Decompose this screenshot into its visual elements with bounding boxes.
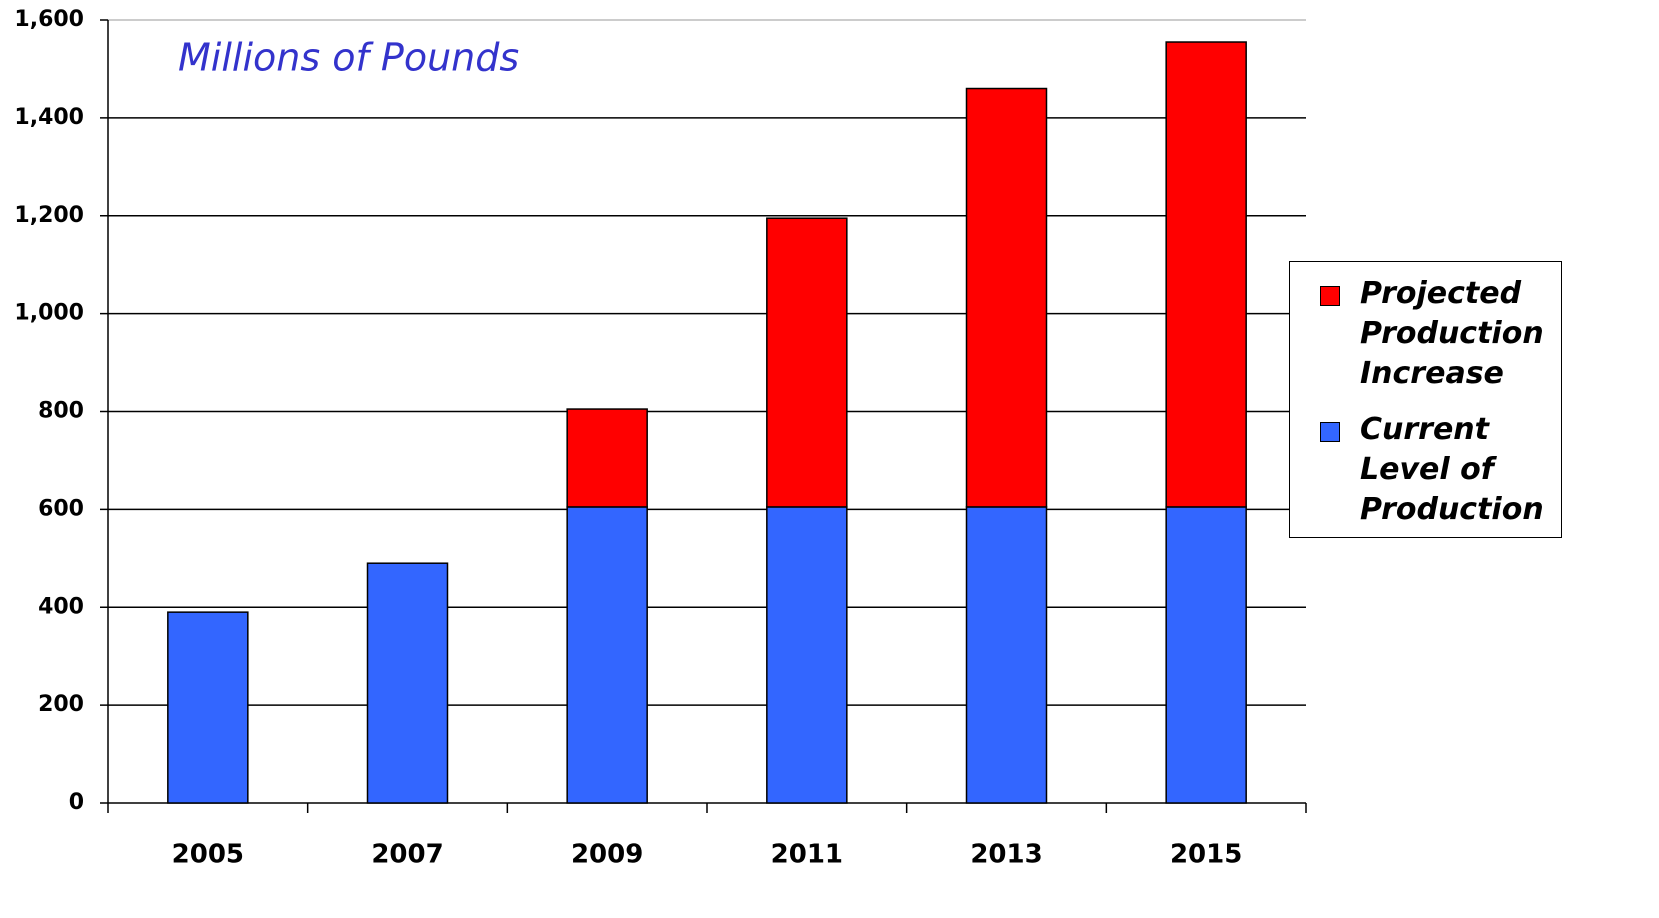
x-tick-label: 2013	[970, 840, 1042, 870]
bar-segment	[366, 562, 449, 804]
bar-segment	[1165, 41, 1247, 508]
y-tick-label: 400	[38, 594, 84, 619]
bar-segment	[566, 506, 648, 804]
y-tick-label: 0	[69, 790, 84, 815]
legend-label: Current Level of Production	[1360, 412, 1544, 527]
x-tick-label: 2011	[771, 840, 843, 870]
y-tick-label: 600	[38, 496, 84, 521]
legend: Projected Production Increase Current Lev…	[1289, 261, 1562, 538]
legend-label: Projected Production Increase	[1360, 276, 1544, 391]
bar-segment	[1165, 506, 1247, 804]
bar-segment	[766, 506, 848, 804]
y-tick-label: 1,000	[14, 301, 84, 326]
y-tick-label: 1,400	[14, 105, 84, 130]
legend-swatch	[1320, 286, 1340, 306]
bar-segment	[965, 87, 1048, 508]
bar-segment	[766, 217, 848, 508]
bar-segment	[965, 506, 1048, 804]
y-tick-label: 800	[38, 399, 84, 424]
y-tick-label: 1,600	[14, 7, 84, 32]
bar-segment	[566, 408, 648, 508]
y-tick-label: 1,200	[14, 203, 84, 228]
annotation: Millions of Pounds	[178, 36, 519, 80]
bar-segment	[167, 611, 249, 804]
x-tick-label: 2009	[571, 840, 643, 870]
y-tick-label: 200	[38, 692, 84, 717]
legend-item: Current Level of Production	[1320, 410, 1551, 530]
legend-swatch	[1320, 422, 1340, 442]
legend-item: Projected Production Increase	[1320, 274, 1551, 394]
x-tick-label: 2007	[371, 840, 443, 870]
x-tick-label: 2005	[172, 840, 244, 870]
x-tick-label: 2015	[1170, 840, 1242, 870]
